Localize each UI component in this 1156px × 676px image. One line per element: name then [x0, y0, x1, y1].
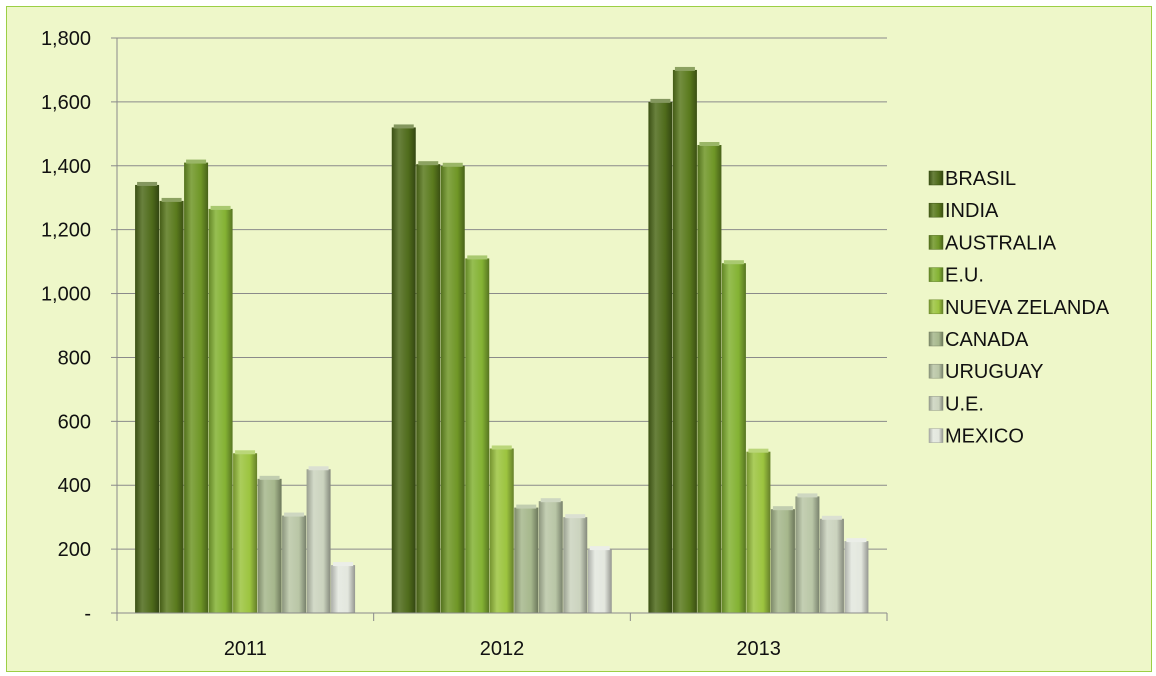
legend-item: E.U. — [928, 265, 984, 287]
bar-nueva-zelanda-2012 — [489, 448, 514, 613]
legend-swatch — [928, 428, 944, 443]
y-tick-label: 200 — [58, 539, 91, 561]
bar-top-bevel — [674, 66, 695, 71]
x-tick-label: 2013 — [736, 638, 781, 660]
legend-item: CANADA — [928, 329, 1029, 351]
bar-top-bevel — [259, 475, 280, 480]
bar-brasil-2013 — [648, 101, 673, 613]
legend-swatch — [928, 396, 944, 411]
bar-top-bevel — [161, 197, 182, 202]
bar-top-bevel — [723, 260, 744, 265]
legend-item: BRASIL — [928, 168, 1016, 190]
legend-item: MEXICO — [928, 426, 1024, 448]
bar-u-e--2012 — [563, 517, 588, 613]
legend-label: CANADA — [945, 329, 1029, 351]
bar-nueva-zelanda-2011 — [233, 453, 258, 613]
bar-top-bevel — [846, 538, 867, 543]
bar-australia-2012 — [440, 165, 465, 613]
legend-item: U.E. — [928, 393, 984, 415]
bar-canada-2011 — [257, 478, 282, 613]
bar-india-2012 — [416, 164, 441, 614]
legend-swatch — [928, 331, 944, 347]
bar-u-e--2013 — [819, 518, 844, 613]
bar-india-2013 — [672, 69, 697, 613]
chart-frame: - 200 400 600 800 1,000 1,200 1,400 1,600 1,800 20… — [6, 6, 1152, 672]
legend-swatch — [928, 363, 944, 379]
x-tick-label: 2012 — [480, 638, 525, 660]
y-tick-label: 1,600 — [41, 92, 91, 114]
bar-canada-2012 — [514, 507, 539, 613]
bar-top-bevel — [442, 162, 463, 167]
bar-top-bevel — [699, 142, 720, 147]
bar-top-bevel — [516, 504, 537, 509]
legend-item: INDIA — [928, 200, 999, 222]
bar-top-bevel — [589, 546, 610, 551]
legend-swatch — [928, 267, 944, 282]
y-tick-label: 1,400 — [41, 156, 91, 178]
legend-swatch — [928, 202, 944, 218]
bar-top-bevel — [333, 562, 354, 567]
bar-mexico-2011 — [331, 565, 356, 613]
bar-top-bevel — [393, 124, 414, 129]
bar-top-bevel — [186, 159, 207, 164]
legend-swatch — [928, 299, 944, 315]
bar-top-bevel — [284, 512, 305, 517]
legend-swatch — [928, 235, 944, 250]
axes: - 200 400 600 800 1,000 1,200 1,400 1,600 1,800 20… — [41, 28, 888, 660]
bar-australia-2013 — [697, 145, 722, 613]
y-tick-label: 1,000 — [41, 284, 91, 306]
bar-mexico-2012 — [587, 549, 612, 613]
bar-nueva-zelanda-2013 — [746, 451, 771, 613]
legend-label: MEXICO — [945, 426, 1024, 448]
y-tick-label: - — [84, 603, 91, 625]
bar-top-bevel — [418, 161, 439, 166]
legend-item: NUEVA ZELANDA — [928, 297, 1110, 319]
legend-item: AUSTRALIA — [928, 232, 1057, 254]
legend-label: URUGUAY — [945, 361, 1044, 383]
y-tick-label: 1,800 — [41, 28, 91, 50]
bar-e-u--2013 — [721, 263, 746, 613]
bar-top-bevel — [821, 515, 842, 520]
bar-top-bevel — [137, 181, 158, 186]
bar-top-bevel — [210, 205, 231, 210]
legend: BRASIL INDIA AUSTRALIA E.U. NUEVA ZELANDA CAN… — [928, 168, 1110, 448]
legend-item: URUGUAY — [928, 361, 1044, 383]
bar-top-bevel — [467, 255, 488, 260]
legend-label: INDIA — [945, 200, 999, 222]
bar-top-bevel — [748, 448, 769, 453]
bar-top-bevel — [540, 498, 561, 503]
legend-label: AUSTRALIA — [945, 232, 1057, 254]
y-tick-label: 800 — [58, 347, 91, 369]
legend-label: NUEVA ZELANDA — [945, 297, 1110, 319]
y-tick-label: 400 — [58, 475, 91, 497]
bar-e-u--2011 — [208, 208, 233, 613]
bar-canada-2013 — [770, 509, 795, 613]
bar-top-bevel — [772, 506, 793, 511]
legend-label: BRASIL — [945, 168, 1016, 190]
bar-uruguay-2011 — [282, 515, 307, 613]
legend-label: E.U. — [945, 265, 984, 287]
bar-top-bevel — [235, 450, 256, 455]
bar-top-bevel — [650, 98, 671, 103]
bar-mexico-2013 — [844, 541, 869, 613]
bar-top-bevel — [797, 493, 818, 498]
legend-swatch — [928, 170, 944, 186]
bar-uruguay-2012 — [538, 501, 563, 613]
bar-australia-2011 — [184, 162, 209, 614]
y-tick-label: 1,200 — [41, 220, 91, 242]
bar-u-e--2011 — [306, 469, 331, 613]
bar-top-bevel — [491, 445, 512, 450]
legend-label: U.E. — [945, 393, 984, 415]
bar-top-bevel — [308, 466, 329, 471]
bar-brasil-2012 — [391, 127, 416, 613]
y-tick-label: 600 — [58, 411, 91, 433]
bar-top-bevel — [565, 514, 586, 519]
bar-uruguay-2013 — [795, 496, 820, 613]
x-tick-label: 2011 — [224, 638, 267, 660]
bars — [135, 66, 869, 614]
bar-chart: - 200 400 600 800 1,000 1,200 1,400 1,600 1,800 20… — [41, 28, 1110, 660]
bar-brasil-2011 — [135, 184, 160, 613]
bar-india-2011 — [159, 200, 184, 613]
bar-e-u--2012 — [465, 258, 490, 613]
